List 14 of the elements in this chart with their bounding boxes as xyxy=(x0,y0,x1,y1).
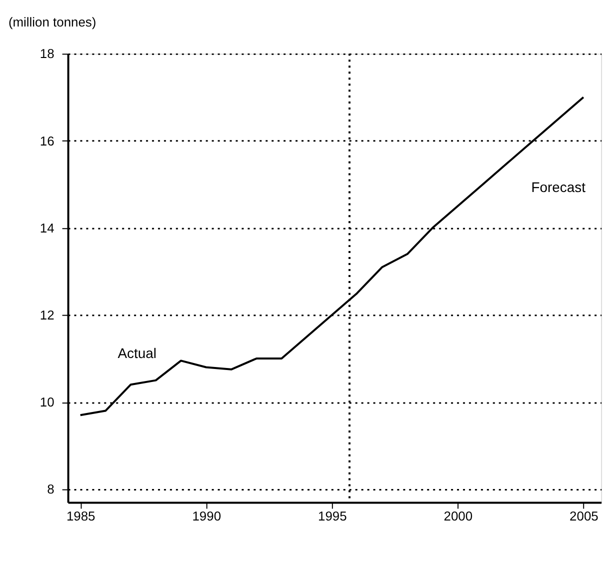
x-tick-label: 1990 xyxy=(192,508,222,524)
y-tick-label: 16 xyxy=(40,133,54,148)
y-tick-label: 8 xyxy=(47,482,54,497)
annotation: Forecast xyxy=(531,179,586,196)
y-axis-title: (million tonnes) xyxy=(8,14,96,30)
annotation: Actual xyxy=(118,345,156,362)
y-tick-label: 18 xyxy=(40,46,54,62)
x-tick-label: 1995 xyxy=(318,508,347,524)
y-tick-label: 10 xyxy=(40,394,54,410)
x-tick-label: 1985 xyxy=(66,508,96,524)
x-tick-label: 2005 xyxy=(570,508,598,524)
y-tick-label: 12 xyxy=(40,307,54,322)
x-tick-label: 2000 xyxy=(444,508,473,524)
y-tick-label: 14 xyxy=(40,220,54,236)
